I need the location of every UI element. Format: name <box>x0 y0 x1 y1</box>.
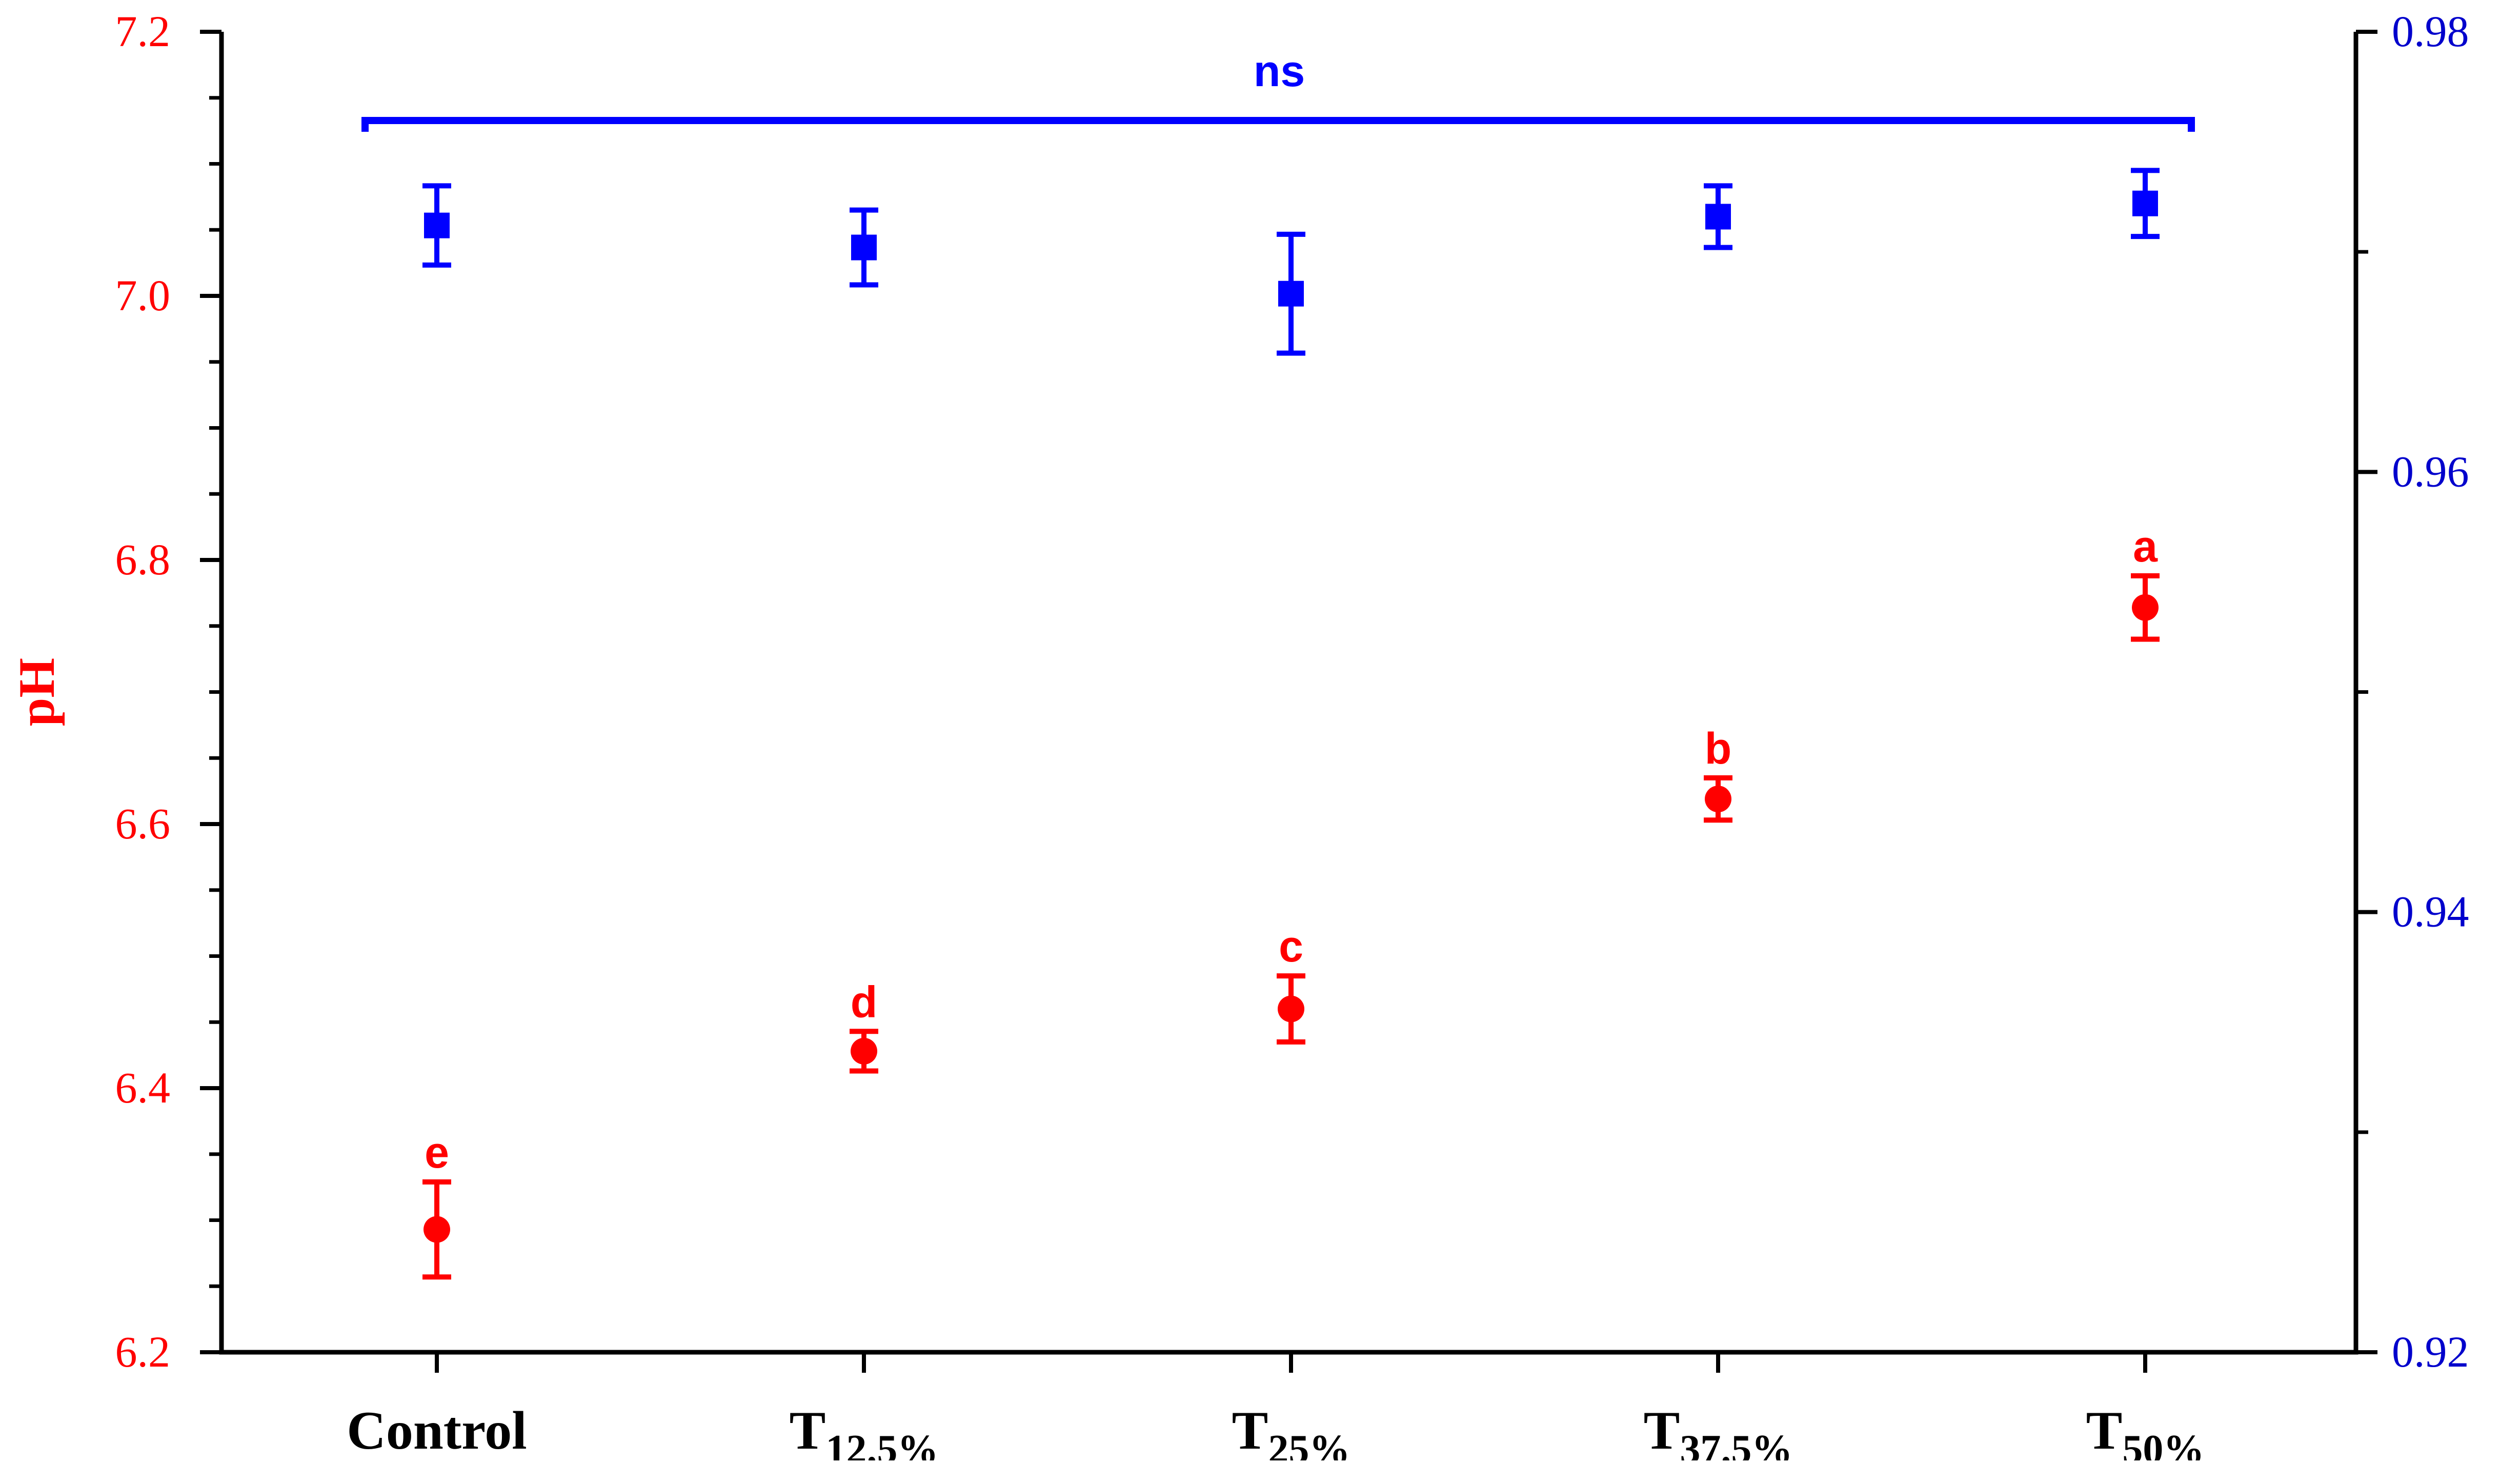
significance-letter: e <box>425 1128 449 1177</box>
ns-label: ns <box>1254 47 1305 96</box>
left-tick-label: 6.4 <box>115 1063 171 1112</box>
ph-point-group: b <box>1704 724 1732 823</box>
ph-marker <box>851 1037 877 1065</box>
right-tick-label: 0.94 <box>2392 887 2469 936</box>
ph-marker <box>1705 786 1731 813</box>
ph-point-group: e <box>422 1128 451 1280</box>
annotation-layer: ns <box>361 47 2195 132</box>
x-tick-label: T25% <box>1232 1400 1350 1460</box>
series-layer: e d c b a <box>422 168 2160 1280</box>
blue-point-group <box>850 207 878 288</box>
ph-marker <box>2132 594 2159 621</box>
left-tick-label: 7.2 <box>115 7 171 56</box>
blue-marker <box>1278 280 1304 307</box>
ph-point-group: d <box>850 977 878 1074</box>
x-tick-label: T37.5% <box>1644 1400 1793 1460</box>
left-tick-label: 6.6 <box>115 799 171 848</box>
blue-marker <box>2132 190 2158 216</box>
significance-letter: b <box>1705 724 1732 773</box>
ns-bracket <box>361 117 2195 132</box>
significance-letter: d <box>851 977 878 1027</box>
blue-point-group <box>1704 183 1732 250</box>
left-tick-label: 6.8 <box>115 535 171 584</box>
significance-letter: c <box>1279 922 1303 971</box>
right-tick-label: 0.98 <box>2392 7 2469 56</box>
x-tick-label: T50% <box>2086 1400 2205 1460</box>
axes-layer: 6.2 6.4 6.6 6.8 7.0 7.2 0.92 0.94 0.96 0.98 Contro… <box>8 7 2469 1463</box>
ph-point-group: c <box>1277 922 1305 1045</box>
ph-marker <box>1278 995 1304 1023</box>
left-axis-title: pH <box>8 658 65 726</box>
blue-marker <box>424 212 450 238</box>
ph-point-group: a <box>2131 522 2160 642</box>
blue-marker <box>1705 204 1731 230</box>
right-tick-label: 0.96 <box>2392 447 2469 496</box>
blue-point-group <box>422 183 451 268</box>
blue-point-group <box>2131 168 2160 239</box>
ph-marker <box>424 1216 450 1243</box>
left-tick-label: 7.0 <box>115 271 171 320</box>
left-tick-label: 6.2 <box>115 1327 171 1376</box>
blue-point-group <box>1277 231 1305 356</box>
blue-marker <box>851 234 877 260</box>
right-tick-label: 0.92 <box>2392 1327 2469 1376</box>
significance-letter: a <box>2133 522 2158 571</box>
x-tick-label: T12.5% <box>790 1400 939 1460</box>
x-tick-label: Control <box>347 1400 527 1460</box>
